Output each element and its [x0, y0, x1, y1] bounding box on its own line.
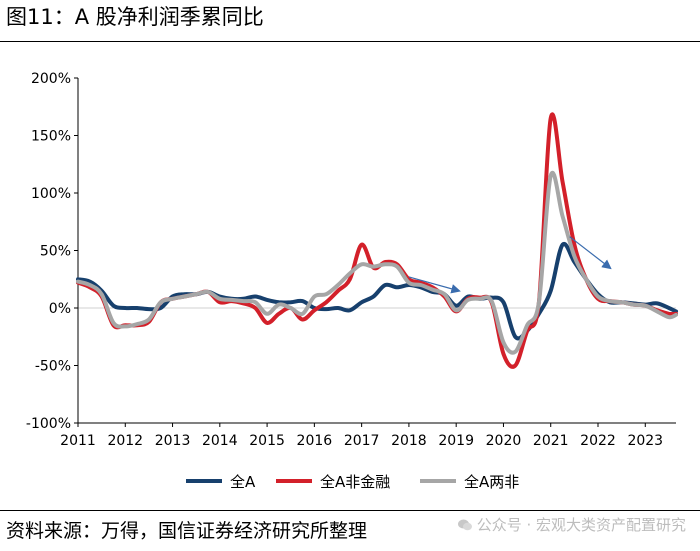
legend: 全A 全A非金融 全A两非: [186, 473, 519, 491]
x-tick-label: 2015: [249, 433, 285, 449]
y-tick-label: 100%: [31, 186, 71, 202]
series-line-1: [76, 241, 678, 341]
series-layer: [76, 112, 678, 369]
y-tick-label: -50%: [35, 359, 71, 375]
x-tick-label: 2022: [580, 433, 616, 449]
wechat-icon: [457, 519, 472, 531]
x-tick-label: 2021: [533, 433, 569, 449]
annotation-layer: [408, 236, 612, 294]
x-tick-label: 2017: [344, 433, 380, 449]
x-tick-label: 2020: [486, 433, 522, 449]
figure-title: 图11：A 股净利润季累同比: [6, 5, 264, 29]
x-tick-label: 2011: [60, 433, 96, 449]
legend-label-1: 全A: [230, 473, 256, 491]
trend-arrow: [569, 236, 612, 270]
watermark-text: 公众号 · 宏观大类资产配置研究: [476, 516, 686, 534]
series-line-3: [76, 170, 678, 355]
y-tick-label: 150%: [31, 129, 71, 145]
legend-label-2: 全A非金融: [320, 473, 390, 491]
x-tick-label: 2014: [202, 433, 238, 449]
watermark: 公众号 · 宏观大类资产配置研究: [457, 514, 686, 536]
y-axis: 200% 150% 100% 50% 0% -50% -100%: [26, 71, 79, 432]
x-tick-label: 2016: [297, 433, 333, 449]
series-line-2: [76, 112, 678, 369]
y-tick-label: -100%: [26, 416, 71, 432]
x-tick-label: 2023: [627, 433, 663, 449]
x-tick-label: 2018: [391, 433, 427, 449]
title-divider: [0, 41, 700, 42]
x-tick-label: 2012: [107, 433, 143, 449]
legend-label-3: 全A两非: [464, 473, 519, 491]
source-divider: [0, 510, 700, 511]
y-tick-label: 0%: [49, 301, 71, 317]
trend-arrow: [408, 276, 461, 294]
y-tick-label: 200%: [31, 71, 71, 87]
y-tick-label: 50%: [40, 244, 71, 260]
x-tick-label: 2013: [155, 433, 191, 449]
x-tick-label: 2019: [438, 433, 474, 449]
x-axis: 2011 2012 2013 2014 2015 2016 2017 2018 2019 2020…: [60, 307, 676, 449]
source-note: 资料来源：万得，国信证券经济研究所整理: [6, 520, 368, 542]
